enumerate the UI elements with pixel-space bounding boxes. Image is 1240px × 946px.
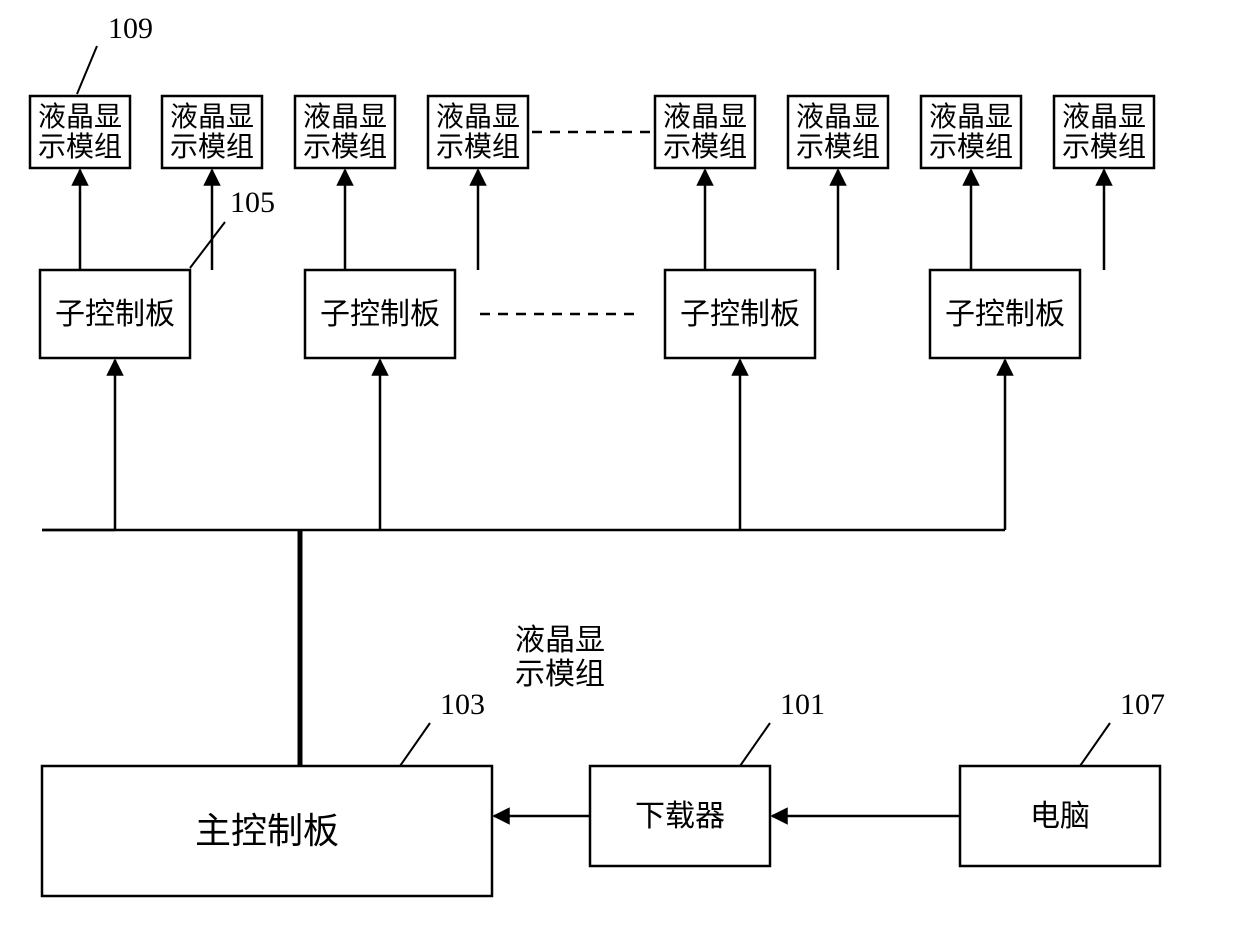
diagram-connector: [740, 723, 770, 766]
diagram-label: 液晶显: [303, 101, 387, 133]
diagram-label: 示模组: [436, 131, 520, 163]
diagram-label: 子控制板: [320, 298, 440, 331]
diagram-connector: [400, 723, 430, 766]
diagram-label: 107: [1120, 688, 1165, 721]
diagram-label: 103: [440, 688, 485, 721]
diagram-connector: [190, 222, 225, 268]
diagram-label: 示模组: [663, 131, 747, 163]
diagram-label: 子控制板: [55, 298, 175, 331]
diagram-connector: [1080, 723, 1110, 766]
diagram-label: 示模组: [38, 131, 122, 163]
diagram-label: 示模组: [1062, 131, 1146, 163]
diagram-label: 液晶显: [796, 101, 880, 133]
diagram-label: 液晶显: [929, 101, 1013, 133]
diagram-label: 示模组: [170, 131, 254, 163]
diagram-label: 示模组: [796, 131, 880, 163]
diagram-label: 液晶显: [38, 101, 122, 133]
diagram-label: 示模组: [515, 658, 605, 691]
diagram-label: 液晶显: [1062, 101, 1146, 133]
diagram-label: 子控制板: [680, 298, 800, 331]
diagram-label: 液晶显: [663, 101, 747, 133]
diagram-label: 子控制板: [945, 298, 1065, 331]
diagram-label: 液晶显: [515, 624, 605, 657]
diagram-label: 101: [780, 688, 825, 721]
diagram-label: 液晶显: [436, 101, 520, 133]
diagram-connector: [77, 46, 97, 94]
diagram-label: 电脑: [1030, 800, 1090, 833]
diagram-label: 液晶显: [170, 101, 254, 133]
diagram-label: 示模组: [303, 131, 387, 163]
diagram-label: 109: [108, 12, 153, 45]
diagram-label: 105: [230, 186, 275, 219]
diagram-label: 示模组: [929, 131, 1013, 163]
diagram-label: 下载器: [635, 800, 725, 833]
diagram-label: 主控制板: [195, 811, 339, 851]
